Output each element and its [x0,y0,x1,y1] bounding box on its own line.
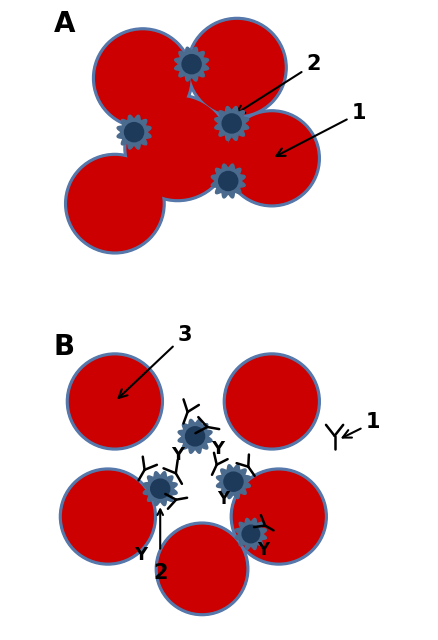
Circle shape [223,472,243,492]
Text: B: B [54,333,75,362]
Polygon shape [211,164,244,198]
Text: 2: 2 [236,54,321,114]
Circle shape [233,471,323,562]
Text: Y: Y [171,446,184,464]
Circle shape [150,479,170,498]
Circle shape [124,123,143,141]
Polygon shape [174,47,208,81]
Circle shape [69,356,160,447]
Circle shape [182,54,201,74]
Text: Y: Y [134,546,147,564]
Circle shape [66,353,163,450]
Text: 3: 3 [118,325,192,398]
Circle shape [189,20,283,115]
Text: 1: 1 [276,103,366,156]
Text: A: A [54,10,75,38]
Circle shape [155,522,248,616]
Text: Y: Y [217,490,229,508]
Circle shape [124,94,231,202]
Polygon shape [178,419,212,453]
Circle shape [230,468,326,565]
Circle shape [222,114,241,133]
Circle shape [218,172,237,191]
Circle shape [59,468,156,565]
Text: 1: 1 [342,412,380,438]
Text: Y: Y [256,541,268,559]
Circle shape [223,110,320,207]
Circle shape [226,356,316,447]
Polygon shape [216,465,250,499]
Circle shape [127,97,228,198]
Polygon shape [143,472,177,506]
Circle shape [92,28,193,129]
Polygon shape [117,115,151,149]
Circle shape [158,525,245,612]
Circle shape [95,31,189,125]
Text: 2: 2 [152,563,167,583]
Polygon shape [214,106,248,140]
Circle shape [226,113,316,204]
Text: Y: Y [211,440,224,458]
Circle shape [185,427,204,446]
Circle shape [67,157,162,251]
Circle shape [223,353,320,450]
Polygon shape [235,518,266,550]
Circle shape [186,17,286,118]
Circle shape [64,154,165,254]
Circle shape [63,471,153,562]
Circle shape [241,525,259,543]
